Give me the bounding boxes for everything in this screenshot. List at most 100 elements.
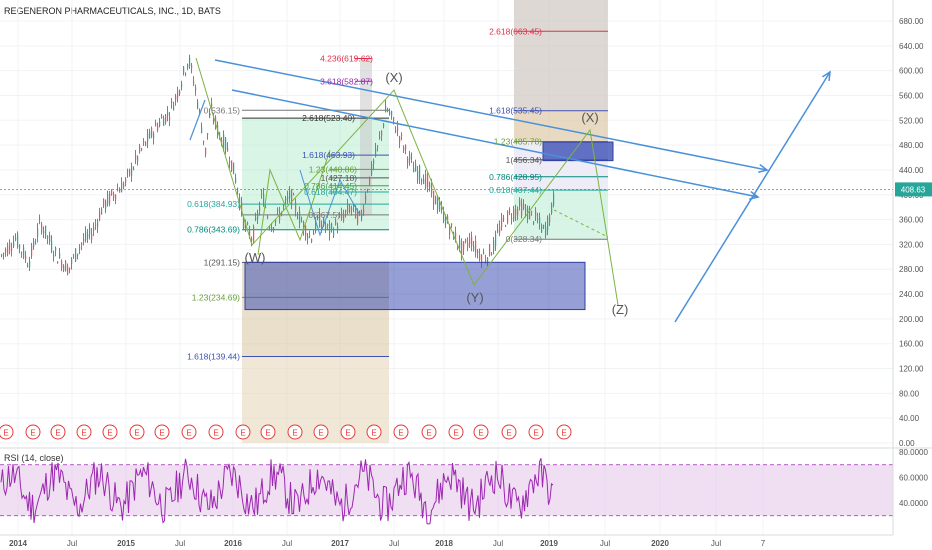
event-marker[interactable] — [528, 424, 544, 440]
candle-body — [401, 134, 403, 136]
candle-body — [523, 204, 525, 209]
event-marker[interactable] — [473, 424, 489, 440]
event-marker[interactable] — [501, 424, 517, 440]
fib-label: 1(456.34) — [506, 155, 543, 165]
candle-body — [25, 255, 27, 259]
candle-body — [59, 253, 61, 258]
candle-body — [301, 220, 303, 222]
event-marker-label: E — [426, 429, 431, 438]
candle-body — [439, 201, 441, 211]
rsi-line[interactable] — [0, 458, 554, 525]
candle-body — [467, 242, 469, 247]
candle-body — [365, 195, 367, 201]
trendline-lower[interactable] — [231, 89, 759, 198]
candle-body — [111, 189, 113, 195]
candle-body — [99, 212, 101, 221]
candle-body — [413, 167, 415, 173]
mini-arrow — [189, 99, 206, 141]
trendline-upper[interactable] — [214, 59, 768, 171]
wave-path[interactable] — [195, 57, 619, 306]
event-marker[interactable] — [208, 424, 224, 440]
candle-body — [43, 230, 45, 234]
candle-body — [339, 216, 341, 218]
event-marker[interactable] — [448, 424, 464, 440]
projection-arrow-head — [822, 70, 831, 82]
event-marker[interactable] — [235, 424, 251, 440]
time-tick-label: 2016 — [224, 539, 242, 548]
event-marker-label: E — [506, 429, 511, 438]
time-tick-label: 7 — [761, 539, 766, 548]
candle-body — [79, 247, 81, 249]
candle-body — [177, 90, 179, 99]
candle-body — [97, 221, 99, 227]
candle-body — [361, 213, 363, 219]
candle-body — [85, 231, 87, 240]
candle-body — [15, 237, 17, 240]
event-marker[interactable] — [340, 424, 356, 440]
candle-body — [305, 226, 307, 237]
candle-body — [431, 184, 433, 194]
candle-body — [515, 209, 517, 216]
candle-body — [469, 237, 471, 245]
event-marker[interactable] — [260, 424, 276, 440]
event-marker[interactable] — [76, 424, 92, 440]
candle-body — [65, 260, 67, 272]
event-marker[interactable] — [154, 424, 170, 440]
event-marker[interactable] — [129, 424, 145, 440]
event-marker-label: E — [453, 429, 458, 438]
event-marker[interactable] — [181, 424, 197, 440]
resistance-box[interactable] — [542, 141, 614, 162]
wave-label: (Y) — [466, 290, 483, 305]
candle-body — [209, 113, 211, 118]
candle-body — [83, 238, 85, 242]
support-box[interactable] — [244, 261, 586, 311]
candle-body — [309, 235, 311, 237]
event-marker[interactable] — [102, 424, 118, 440]
candlesticks[interactable] — [1, 54, 555, 276]
fib-label: 0(367.5) — [308, 210, 340, 220]
candle-body — [501, 217, 503, 228]
candle-body — [389, 111, 391, 115]
event-marker-label: E — [55, 429, 60, 438]
candle-body — [315, 219, 317, 231]
candle-body — [281, 211, 283, 216]
candle-body — [491, 254, 493, 256]
fib-label: 0(328.34) — [506, 234, 543, 244]
fib-label: 1.23(440.86) — [309, 164, 357, 174]
event-marker-label: E — [371, 429, 376, 438]
event-marker[interactable] — [421, 424, 437, 440]
projection-arrow[interactable] — [674, 71, 831, 323]
event-marker[interactable] — [25, 424, 41, 440]
candle-body — [493, 240, 495, 252]
candle-body — [393, 117, 395, 121]
event-marker[interactable] — [313, 424, 329, 440]
candle-body — [463, 241, 465, 250]
candle-body — [375, 148, 377, 157]
time-tick-label: 2018 — [435, 539, 453, 548]
event-marker[interactable] — [50, 424, 66, 440]
drawings[interactable] — [189, 57, 831, 323]
fib-zones — [242, 0, 608, 443]
event-marker[interactable] — [393, 424, 409, 440]
rsi-pane[interactable]: RSI (14, close) — [0, 453, 893, 525]
candle-body — [141, 148, 143, 150]
fib-label: 1.618(463.93) — [302, 150, 355, 160]
candle-body — [373, 160, 375, 165]
candle-body — [285, 198, 287, 201]
event-marker[interactable] — [366, 424, 382, 440]
event-marker-label: E — [3, 429, 8, 438]
candle-body — [331, 223, 333, 228]
candle-body — [115, 194, 117, 200]
fib-label: 0.618(384.93) — [187, 199, 240, 209]
candle-body — [277, 209, 279, 212]
candle-body — [11, 248, 13, 251]
candle-body — [41, 223, 43, 233]
event-marker[interactable] — [556, 424, 572, 440]
event-marker-label: E — [159, 429, 164, 438]
candle-body — [427, 176, 429, 187]
candle-body — [117, 189, 119, 191]
event-marker[interactable] — [287, 424, 303, 440]
event-marker[interactable] — [0, 424, 14, 440]
